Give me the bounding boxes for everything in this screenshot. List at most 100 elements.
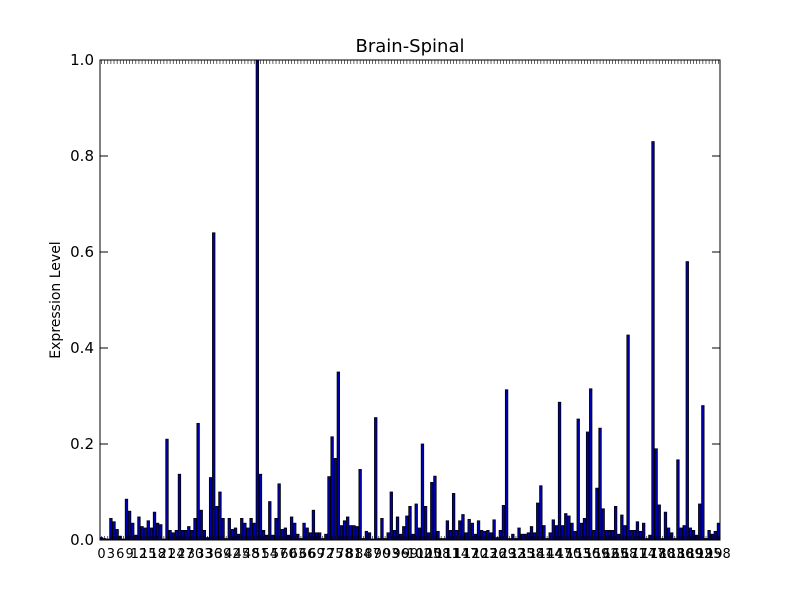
x-tick-label: 36 <box>205 547 222 562</box>
bar <box>576 418 580 541</box>
x-tick-label: 99 <box>402 547 419 562</box>
chart-title: Brain-Spinal <box>356 36 465 57</box>
x-tick-label: 84 <box>355 547 372 562</box>
bar <box>255 59 259 541</box>
bar <box>685 261 689 541</box>
bar <box>124 498 129 541</box>
x-tick-label: 192 <box>687 547 712 562</box>
x-tick-label: 120 <box>463 547 488 562</box>
y-tick-label: 0.2 <box>70 435 94 453</box>
y-tick-label: 0.4 <box>70 339 94 357</box>
bar <box>651 141 655 541</box>
bar <box>701 405 705 541</box>
bar <box>654 448 658 541</box>
x-tick-label: 114 <box>444 547 469 562</box>
x-tick-label: 24 <box>168 547 185 562</box>
x-tick-label: 126 <box>482 547 507 562</box>
x-tick-label: 60 <box>280 547 297 562</box>
x-tick-label: 87 <box>364 547 381 562</box>
bar <box>613 505 618 541</box>
bar <box>336 371 340 541</box>
x-tick-label: 162 <box>594 547 619 562</box>
bar <box>414 503 418 541</box>
x-tick-label: 39 <box>215 547 232 562</box>
bar <box>177 473 182 541</box>
bar <box>430 481 434 541</box>
x-tick-label: 195 <box>697 547 722 562</box>
bar <box>212 232 216 541</box>
x-tick-label: 135 <box>510 547 535 562</box>
x-tick-label: 150 <box>556 547 581 562</box>
bar <box>374 417 378 541</box>
bar <box>504 389 509 541</box>
x-tick-label: 45 <box>233 547 250 562</box>
x-tick-label: 108 <box>426 547 451 562</box>
bar <box>333 457 337 541</box>
bar <box>585 431 590 541</box>
x-tick-label: 18 <box>149 547 166 562</box>
x-tick-label: 3 <box>107 547 115 562</box>
bar <box>539 485 543 541</box>
x-tick-label: 165 <box>603 547 628 562</box>
x-tick-label: 78 <box>336 547 353 562</box>
bar <box>327 476 331 541</box>
bar <box>358 469 362 541</box>
y-tick-label: 0.0 <box>70 531 94 549</box>
bar <box>208 477 213 541</box>
y-tick-label: 0.8 <box>70 147 94 165</box>
bar <box>311 509 316 541</box>
bar <box>268 501 272 541</box>
x-tick-label: 147 <box>547 547 572 562</box>
bar <box>663 511 668 541</box>
x-tick-label: 9 <box>125 547 133 562</box>
bar <box>199 509 203 541</box>
x-tick-label: 48 <box>243 547 260 562</box>
x-tick-label: 0 <box>97 547 105 562</box>
x-tick-label: 105 <box>416 547 441 562</box>
y-axis-label: Expression Level <box>48 241 64 358</box>
x-tick-label: 138 <box>519 547 544 562</box>
bar <box>127 510 132 541</box>
x-tick-label: 6 <box>116 547 124 562</box>
bar <box>165 438 169 541</box>
x-tick-label: 90 <box>374 547 391 562</box>
bar <box>420 443 425 541</box>
bar <box>215 505 219 541</box>
x-tick-label: 66 <box>299 547 316 562</box>
x-tick-label: 51 <box>252 547 269 562</box>
bar <box>196 422 200 541</box>
x-tick-label: 111 <box>435 547 460 562</box>
bar <box>277 483 281 541</box>
bar <box>423 505 428 541</box>
x-tick-label: 72 <box>318 547 335 562</box>
bar <box>258 473 263 541</box>
x-tick-label: 12 <box>131 547 148 562</box>
bar <box>626 334 630 541</box>
bar <box>433 475 437 541</box>
x-tick-label: 27 <box>177 547 194 562</box>
y-tick-label: 1.0 <box>70 51 94 69</box>
bar <box>698 503 702 541</box>
x-tick-label: 123 <box>472 547 497 562</box>
x-tick-label: 21 <box>159 547 176 562</box>
x-tick-label: 57 <box>271 547 288 562</box>
x-tick-label: 102 <box>407 547 432 562</box>
bar <box>218 491 222 541</box>
x-tick-label: 33 <box>196 547 213 562</box>
x-tick-label: 117 <box>454 547 479 562</box>
x-ticks-group: 0 3 6 9121518212427303336394245485154576063… <box>97 60 731 562</box>
y-ticks-group: 0.0 0.2 0.4 0.6 0.8 1.0 <box>70 51 720 549</box>
x-tick-label: 141 <box>528 547 553 562</box>
x-tick-label: 153 <box>566 547 591 562</box>
x-tick-label: 30 <box>187 547 204 562</box>
x-tick-label: 132 <box>500 547 525 562</box>
x-tick-label: 186 <box>669 547 694 562</box>
plot-frame <box>99 59 721 541</box>
x-tick-label: 93 <box>383 547 400 562</box>
bar <box>501 505 506 541</box>
x-tick-label: 159 <box>585 547 610 562</box>
y-tick-label: 0.6 <box>70 243 94 261</box>
x-tick-label: 189 <box>678 547 703 562</box>
bar <box>676 459 680 541</box>
